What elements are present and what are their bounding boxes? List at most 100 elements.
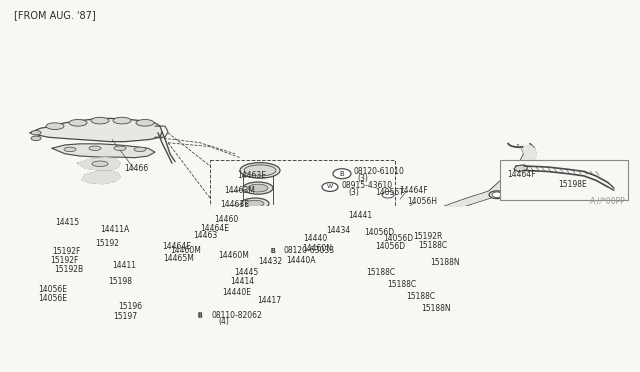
Text: 14440E: 14440E <box>222 288 251 296</box>
Ellipse shape <box>64 147 76 151</box>
Text: 14414: 14414 <box>230 276 254 286</box>
Circle shape <box>387 227 397 232</box>
Ellipse shape <box>461 242 475 247</box>
Text: 14460M: 14460M <box>218 251 249 260</box>
Ellipse shape <box>243 182 273 194</box>
Ellipse shape <box>107 289 117 296</box>
Ellipse shape <box>46 123 64 129</box>
Polygon shape <box>78 158 120 170</box>
Ellipse shape <box>240 163 280 178</box>
Text: 14460M: 14460M <box>170 246 201 254</box>
Circle shape <box>178 304 202 318</box>
Text: 15188C: 15188C <box>366 268 395 277</box>
Circle shape <box>492 192 502 198</box>
Text: (3): (3) <box>357 174 368 183</box>
Text: 14464F: 14464F <box>399 186 428 195</box>
Text: 14464F: 14464F <box>507 170 536 179</box>
Text: 14415: 14415 <box>55 218 79 227</box>
Circle shape <box>123 251 137 259</box>
Polygon shape <box>514 165 528 171</box>
Polygon shape <box>82 171 120 184</box>
Circle shape <box>382 192 394 198</box>
Ellipse shape <box>461 283 475 288</box>
Text: B: B <box>340 171 344 177</box>
Circle shape <box>333 169 351 179</box>
Bar <box>210 160 395 257</box>
Text: 08915-43610: 08915-43610 <box>342 181 393 190</box>
Text: 15188C: 15188C <box>406 292 435 301</box>
Ellipse shape <box>69 119 87 126</box>
Text: 14432: 14432 <box>258 257 282 266</box>
Text: 14466: 14466 <box>124 164 148 173</box>
Ellipse shape <box>456 283 464 288</box>
Text: 15192F: 15192F <box>50 256 78 264</box>
Text: 15196: 15196 <box>118 302 142 311</box>
Circle shape <box>170 312 180 318</box>
Ellipse shape <box>288 264 298 273</box>
Ellipse shape <box>461 273 475 278</box>
Ellipse shape <box>31 131 41 135</box>
Text: 14056H: 14056H <box>407 198 437 206</box>
Text: 14417: 14417 <box>257 296 281 305</box>
Text: B: B <box>271 248 275 254</box>
Text: 14056D: 14056D <box>375 242 405 251</box>
Ellipse shape <box>348 215 366 222</box>
Ellipse shape <box>456 252 464 257</box>
Ellipse shape <box>113 117 131 124</box>
Text: 15198: 15198 <box>108 276 132 286</box>
Ellipse shape <box>232 301 242 305</box>
Ellipse shape <box>456 262 464 267</box>
Ellipse shape <box>456 242 464 247</box>
Text: 14056D: 14056D <box>383 234 413 244</box>
Text: 08120-63033: 08120-63033 <box>284 246 335 255</box>
Bar <box>215 266 400 310</box>
Ellipse shape <box>241 198 269 209</box>
Ellipse shape <box>461 252 475 257</box>
Text: 14056T: 14056T <box>375 188 404 197</box>
Polygon shape <box>30 118 162 142</box>
Circle shape <box>317 247 333 256</box>
Ellipse shape <box>461 291 475 295</box>
Circle shape <box>187 292 223 311</box>
Bar <box>500 160 628 200</box>
Text: 15188C: 15188C <box>387 280 416 289</box>
Circle shape <box>195 296 215 307</box>
Text: 14411A: 14411A <box>100 225 129 234</box>
Ellipse shape <box>173 228 198 234</box>
Text: 14460N: 14460N <box>302 244 332 253</box>
Circle shape <box>352 215 364 222</box>
Ellipse shape <box>299 298 307 304</box>
Circle shape <box>162 250 238 292</box>
Text: 14440A: 14440A <box>286 256 316 264</box>
Text: A·//*00PP: A·//*00PP <box>590 197 626 206</box>
Text: (4): (4) <box>218 317 229 327</box>
Text: 14463: 14463 <box>193 231 217 240</box>
Text: B: B <box>271 248 275 254</box>
Circle shape <box>121 259 135 267</box>
Text: 14460: 14460 <box>214 215 238 224</box>
Text: 15188N: 15188N <box>430 258 460 267</box>
Text: 15198E: 15198E <box>558 180 587 189</box>
Ellipse shape <box>46 297 58 302</box>
Polygon shape <box>52 144 155 158</box>
Ellipse shape <box>461 298 475 302</box>
Text: 14463E: 14463E <box>220 200 249 209</box>
Ellipse shape <box>246 200 264 207</box>
Circle shape <box>322 183 338 192</box>
Text: 15188N: 15188N <box>421 304 451 313</box>
Ellipse shape <box>244 165 276 176</box>
Circle shape <box>148 242 252 300</box>
Ellipse shape <box>91 117 109 124</box>
Ellipse shape <box>489 191 505 199</box>
Text: 14445: 14445 <box>234 268 259 277</box>
Ellipse shape <box>461 262 475 267</box>
Text: B: B <box>198 312 202 318</box>
Text: 14464E: 14464E <box>162 242 191 251</box>
Ellipse shape <box>136 119 154 126</box>
Text: [FROM AUG. '87]: [FROM AUG. '87] <box>14 10 96 20</box>
Circle shape <box>182 303 198 312</box>
Ellipse shape <box>456 273 464 278</box>
Circle shape <box>192 311 208 320</box>
Text: 14463M: 14463M <box>224 186 255 195</box>
Circle shape <box>296 256 314 266</box>
